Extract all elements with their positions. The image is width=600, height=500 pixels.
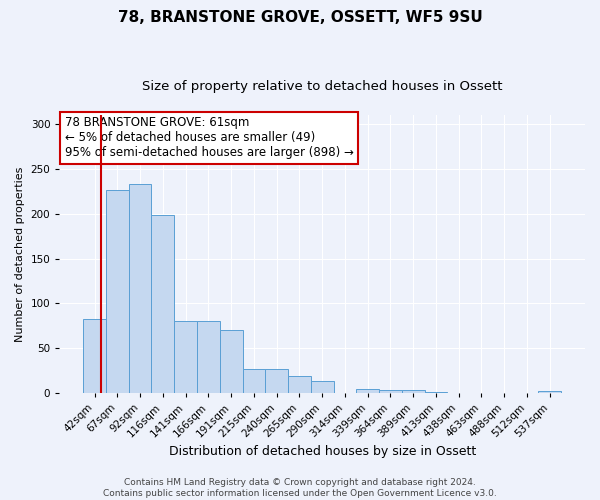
Bar: [220, 330, 242, 393]
Bar: [174, 322, 197, 393]
Bar: [538, 392, 561, 393]
Bar: [425, 392, 448, 393]
Bar: [311, 380, 334, 393]
X-axis label: Distribution of detached houses by size in Ossett: Distribution of detached houses by size …: [169, 444, 476, 458]
Bar: [356, 388, 379, 393]
Text: 78 BRANSTONE GROVE: 61sqm
← 5% of detached houses are smaller (49)
95% of semi-d: 78 BRANSTONE GROVE: 61sqm ← 5% of detach…: [65, 116, 353, 160]
Bar: [151, 214, 174, 393]
Bar: [379, 390, 402, 393]
Bar: [402, 390, 425, 393]
Text: 78, BRANSTONE GROVE, OSSETT, WF5 9SU: 78, BRANSTONE GROVE, OSSETT, WF5 9SU: [118, 10, 482, 25]
Bar: [288, 376, 311, 393]
Bar: [197, 322, 220, 393]
Bar: [106, 190, 129, 393]
Bar: [265, 369, 288, 393]
Title: Size of property relative to detached houses in Ossett: Size of property relative to detached ho…: [142, 80, 502, 93]
Bar: [83, 318, 106, 393]
Bar: [242, 369, 265, 393]
Y-axis label: Number of detached properties: Number of detached properties: [15, 166, 25, 342]
Text: Contains HM Land Registry data © Crown copyright and database right 2024.
Contai: Contains HM Land Registry data © Crown c…: [103, 478, 497, 498]
Bar: [129, 184, 151, 393]
